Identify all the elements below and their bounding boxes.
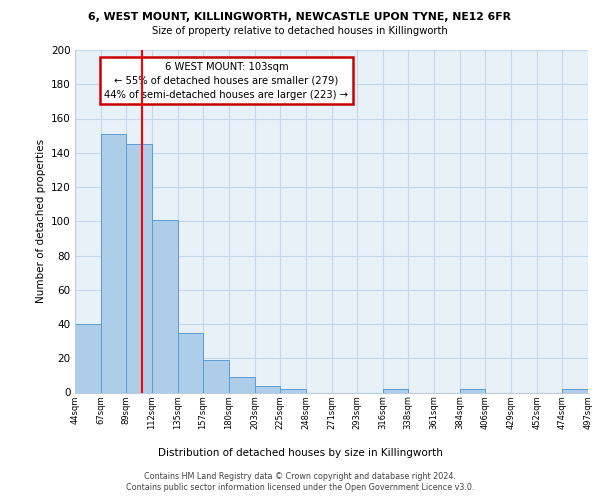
- Bar: [152, 220, 178, 392]
- Bar: [203, 360, 229, 392]
- Bar: [280, 389, 306, 392]
- Bar: [101, 134, 126, 392]
- Text: Contains HM Land Registry data © Crown copyright and database right 2024.: Contains HM Land Registry data © Crown c…: [144, 472, 456, 481]
- Text: 6 WEST MOUNT: 103sqm
← 55% of detached houses are smaller (279)
44% of semi-deta: 6 WEST MOUNT: 103sqm ← 55% of detached h…: [104, 62, 349, 100]
- Bar: [178, 332, 203, 392]
- Bar: [229, 377, 255, 392]
- Text: 6, WEST MOUNT, KILLINGWORTH, NEWCASTLE UPON TYNE, NE12 6FR: 6, WEST MOUNT, KILLINGWORTH, NEWCASTLE U…: [89, 12, 511, 22]
- Bar: [562, 389, 588, 392]
- Bar: [75, 324, 101, 392]
- Text: Contains public sector information licensed under the Open Government Licence v3: Contains public sector information licen…: [126, 484, 474, 492]
- Text: Size of property relative to detached houses in Killingworth: Size of property relative to detached ho…: [152, 26, 448, 36]
- Y-axis label: Number of detached properties: Number of detached properties: [35, 139, 46, 304]
- Bar: [126, 144, 152, 392]
- Bar: [460, 389, 485, 392]
- Text: Distribution of detached houses by size in Killingworth: Distribution of detached houses by size …: [158, 448, 442, 458]
- Bar: [383, 389, 408, 392]
- Bar: [255, 386, 280, 392]
